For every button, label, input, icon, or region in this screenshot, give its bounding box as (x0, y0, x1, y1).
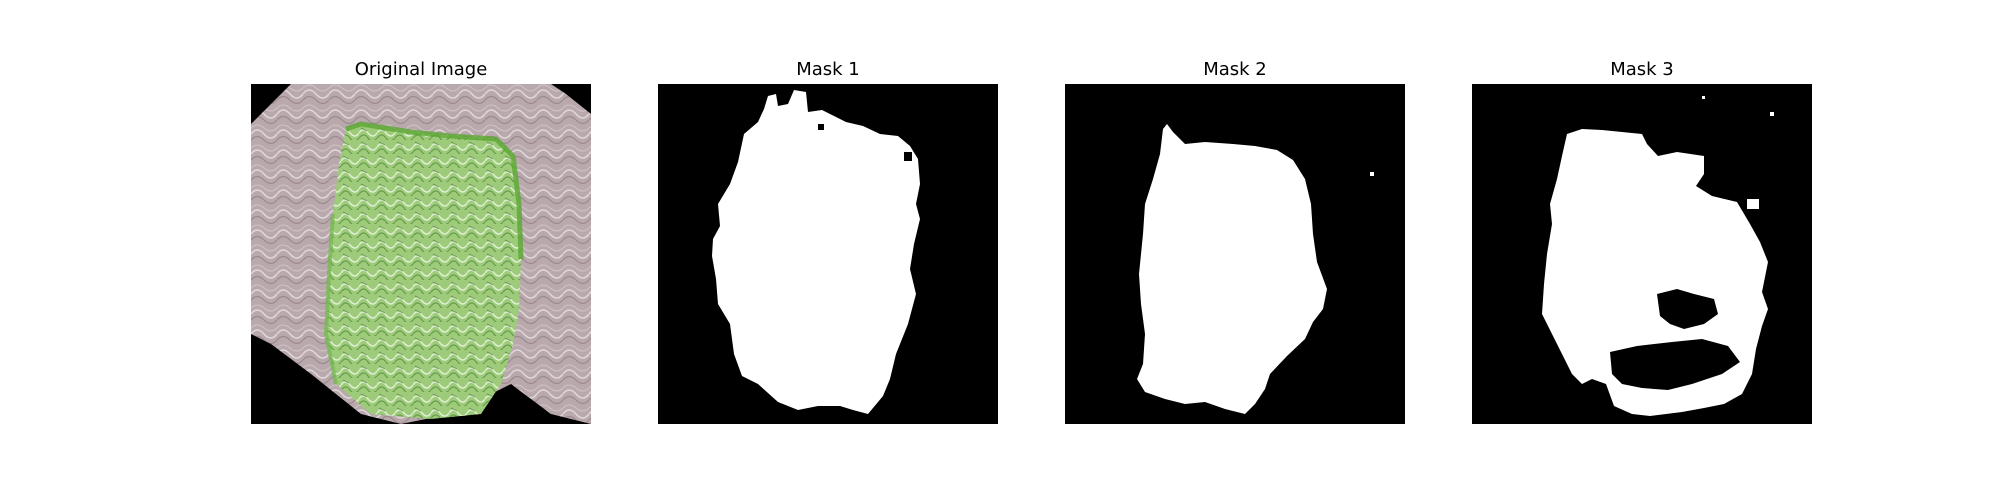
mask-2-image (1065, 84, 1405, 424)
panel-mask-1: Mask 1 (658, 58, 998, 424)
panel-original-image: Original Image (251, 58, 591, 424)
mask-3-hole-upper (1657, 289, 1718, 329)
original-image (251, 84, 591, 424)
mask-3-hole-lower (1610, 339, 1740, 390)
panel-title: Mask 1 (796, 59, 860, 80)
mask-1-region (712, 90, 920, 414)
mask-2-region (1137, 124, 1327, 414)
panel-mask-3: Mask 3 (1472, 58, 1812, 424)
panel-title: Original Image (354, 59, 488, 80)
panel-title: Mask 3 (1610, 59, 1674, 80)
mask-3-image (1472, 84, 1812, 424)
panel-mask-2: Mask 2 (1065, 58, 1405, 424)
mask-1-image (658, 84, 998, 424)
panel-title: Mask 2 (1203, 59, 1267, 80)
